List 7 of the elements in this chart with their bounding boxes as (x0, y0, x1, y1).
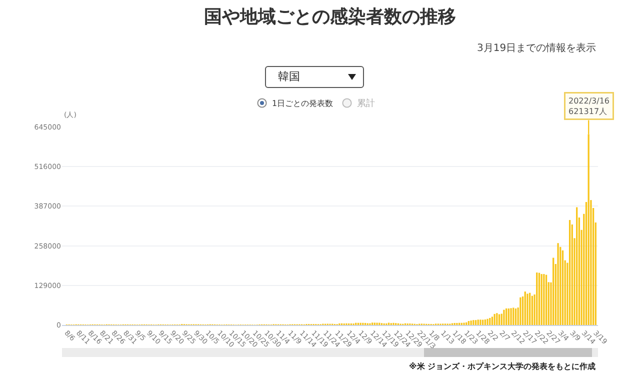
text: ※米 ジョンズ・ホプキンス大学の発表をもとに作成 (409, 362, 596, 371)
text: 韓国 (278, 70, 300, 83)
text: 3月19日までの情報を表示 (477, 42, 596, 54)
chart-title: 国や地域ごとの感染者数の推移 (204, 6, 456, 28)
annotation: 2022/3/16 621317人 (568, 96, 610, 116)
text: 1日ごとの発表数 (272, 99, 334, 108)
text: 累計 (357, 98, 375, 109)
